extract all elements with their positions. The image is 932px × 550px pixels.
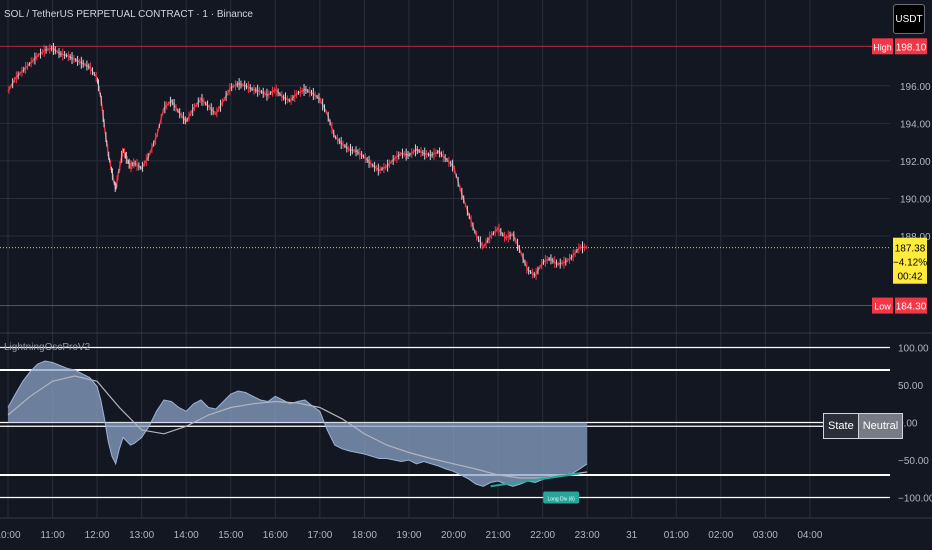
osc-signal-line <box>7 375 588 479</box>
time-tick-label: 17:00 <box>307 530 332 541</box>
time-tick-label: 18:00 <box>352 530 377 541</box>
price-tick-label: 192.00 <box>900 157 931 168</box>
osc-tick-label: 100.00 <box>898 344 929 355</box>
time-tick-label: 02:00 <box>708 530 733 541</box>
time-tick-label: 15:00 <box>218 530 243 541</box>
last-price-value: 187.38 <box>895 244 926 255</box>
osc-tick-label: −50.00 <box>898 456 929 467</box>
last-price-change: −4.12% <box>893 258 927 269</box>
time-tick-label: 23:00 <box>575 530 600 541</box>
high-tag-bg <box>872 38 893 55</box>
last-price-tag <box>893 237 927 284</box>
time-tick-label: 16:00 <box>263 530 288 541</box>
time-tick-label: 11:00 <box>40 530 65 541</box>
price-tick-label: 196.00 <box>900 82 931 93</box>
low-tag-label: Low <box>874 302 891 312</box>
divergence-label: Long Div (6) <box>548 497 576 503</box>
bar-countdown: 00:42 <box>897 272 922 283</box>
osc-area-edge <box>7 360 588 487</box>
price-tick-label: 190.00 <box>900 194 931 205</box>
price-tick-label: 194.00 <box>900 119 931 130</box>
indicator-name[interactable]: LightningOscProV2 <box>4 342 91 353</box>
time-tick-label: 31 <box>626 530 638 541</box>
time-tick-label: 19:00 <box>396 530 421 541</box>
time-tick-label: 21:00 <box>486 530 511 541</box>
time-tick-label: 13:00 <box>129 530 154 541</box>
price-series <box>7 42 588 280</box>
time-tick-label: 14:00 <box>174 530 199 541</box>
time-tick-label: 10:00 <box>0 530 21 541</box>
divergence-label-bg <box>543 491 580 504</box>
state-panel: State Neutral <box>823 413 904 439</box>
symbol-title: SOL / TetherUS PERPETUAL CONTRACT · 1 · … <box>4 9 253 20</box>
high-value-label: 198.10 <box>896 42 927 53</box>
osc-tick-label: −100.00 <box>898 494 932 505</box>
time-tick-label: 04:00 <box>797 530 822 541</box>
currency-button[interactable]: USDT <box>893 4 925 34</box>
low-value-label: 184.30 <box>896 302 927 313</box>
state-label: State <box>824 414 859 438</box>
high-value-bg <box>895 38 927 55</box>
time-tick-label: 20:00 <box>441 530 466 541</box>
time-tick-label: 22:00 <box>530 530 555 541</box>
time-tick-label: 01:00 <box>664 530 689 541</box>
osc-tick-label: 0.00 <box>898 419 918 430</box>
osc-area <box>8 361 588 487</box>
grid <box>0 0 890 518</box>
low-value-bg <box>895 297 927 314</box>
low-tag-bg <box>872 297 893 314</box>
state-value: Neutral <box>858 414 903 438</box>
price-tick-label: 188.00 <box>900 232 931 243</box>
time-tick-label: 12:00 <box>85 530 110 541</box>
high-tag-label: High <box>873 42 892 52</box>
time-tick-label: 03:00 <box>753 530 778 541</box>
price-line <box>7 47 588 277</box>
osc-tick-label: 50.00 <box>898 381 923 392</box>
divergence-line <box>490 472 580 488</box>
